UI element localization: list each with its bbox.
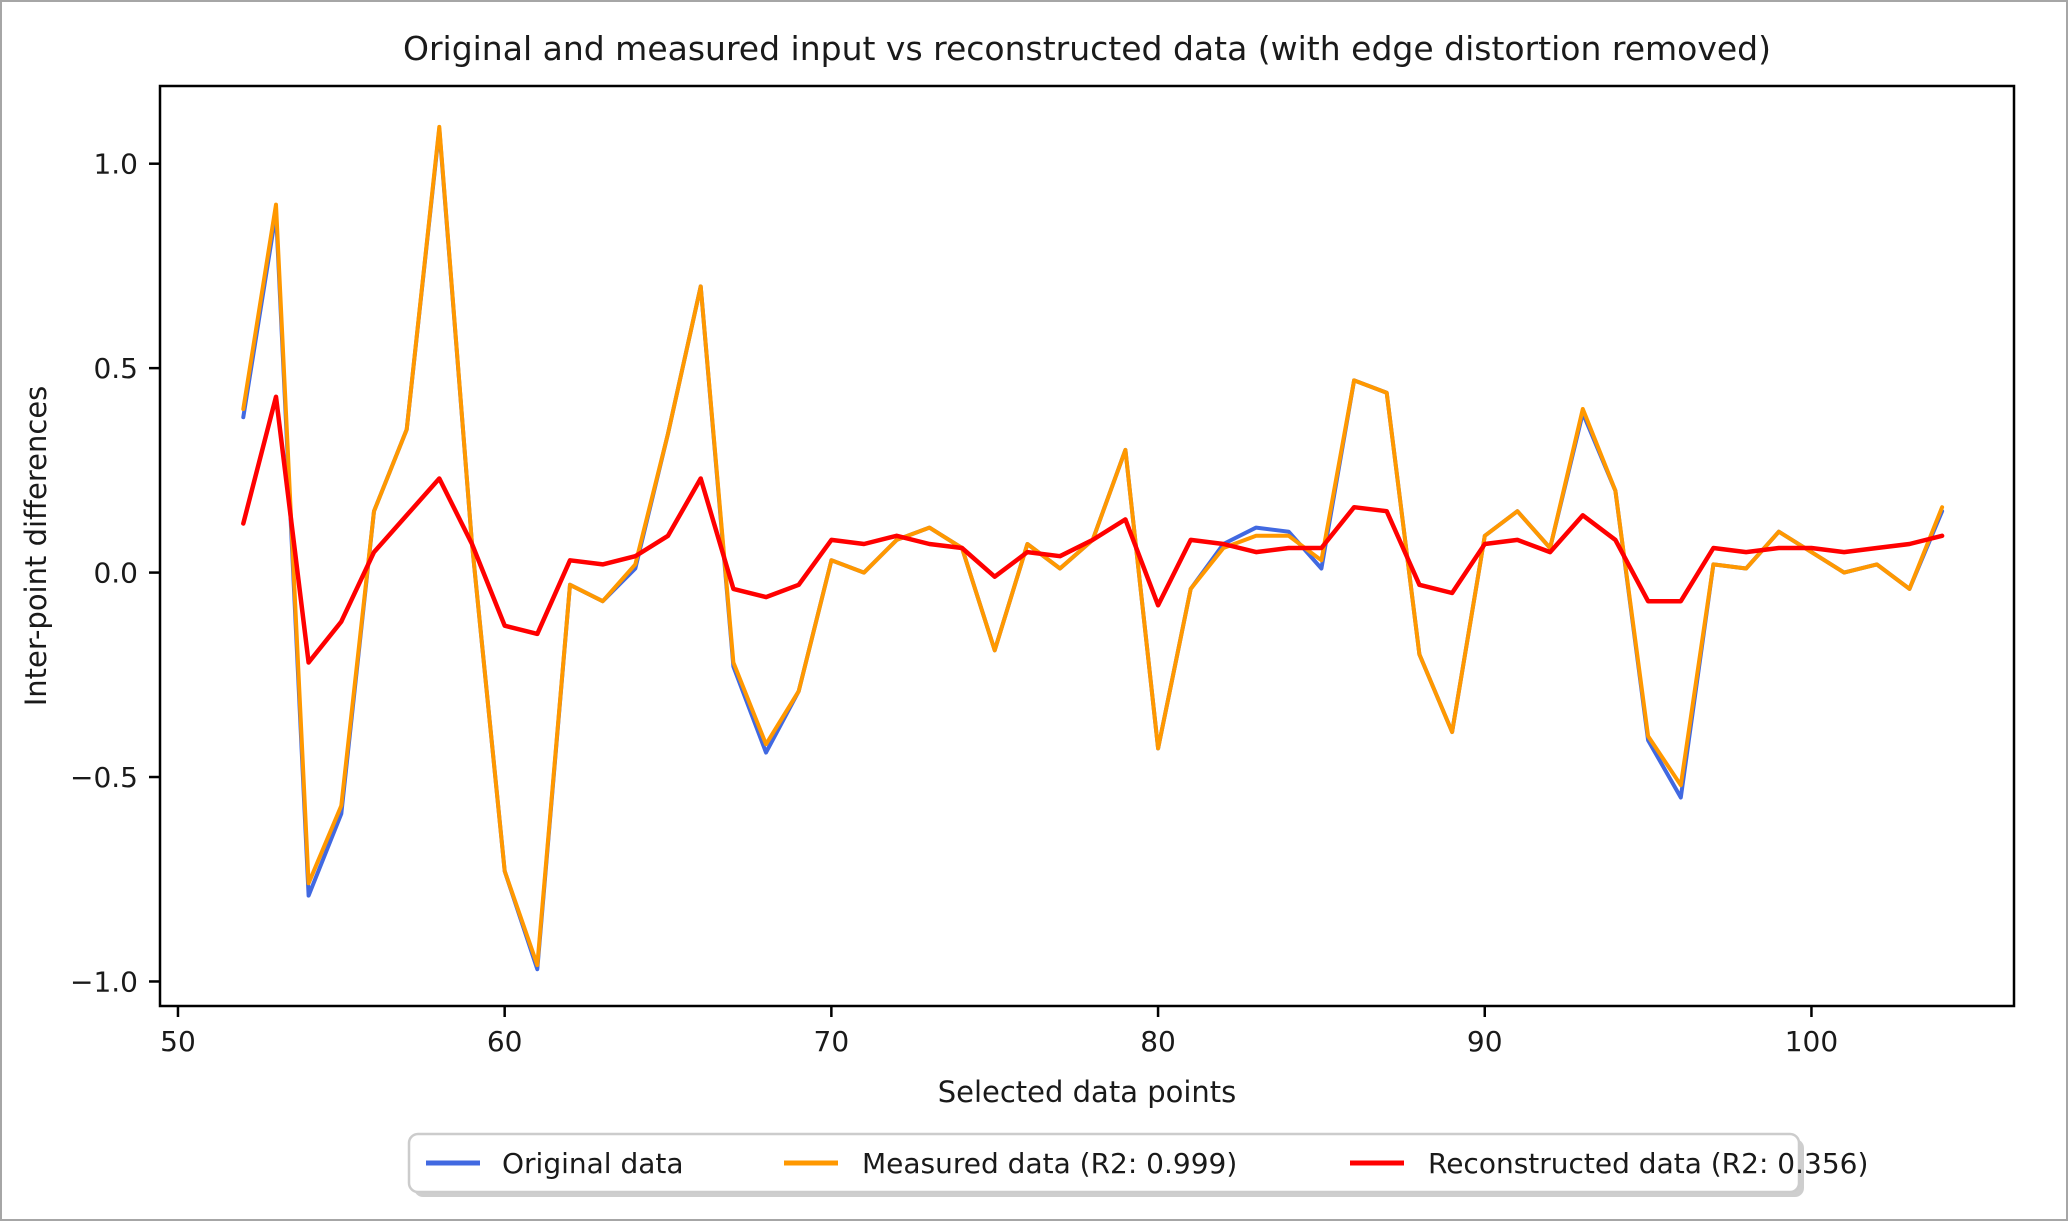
measured-data-line [241,124,1945,968]
legend-item-original: Original data [426,1147,684,1180]
y-tick-label: −0.5 [70,761,138,794]
x-tick-label: 50 [160,1025,196,1058]
x-tick-label: 90 [1467,1025,1503,1058]
legend-item-measured: Measured data (R2: 0.999) [784,1147,1237,1180]
x-tick-label: 100 [1785,1025,1838,1058]
y-tick-label: 0.5 [93,352,138,385]
original-data-line [241,126,1945,972]
y-tick-label: 0.0 [93,557,138,590]
y-tick-label: 1.0 [93,148,138,181]
y-axis-label: Inter-point differences [19,386,53,707]
x-tick-label: 60 [487,1025,523,1058]
legend-item-reconstructed: Reconstructed data (R2: 0.356) [1350,1147,1868,1180]
legend: Original data Measured data (R2: 0.999) … [407,1132,1868,1197]
x-tick-label: 80 [1140,1025,1176,1058]
y-tick-label: −1.0 [70,965,138,998]
plot-border [158,84,2016,1008]
reconstructed-data-line [241,394,1945,665]
measured-data-legend-label: Measured data (R2: 0.999) [862,1147,1237,1180]
reconstructed-data-legend-label: Reconstructed data (R2: 0.356) [1428,1147,1868,1180]
plot-area: 50 60 70 80 90 100 −1.0 −0.5 0.0 0.5 1.0 [70,124,1945,1058]
original-data-legend-label: Original data [502,1147,684,1180]
chart-title: Original and measured input vs reconstru… [403,29,1771,68]
x-tick-label: 70 [814,1025,850,1058]
legend-box [407,1132,1801,1194]
x-axis-label: Selected data points [938,1075,1237,1109]
